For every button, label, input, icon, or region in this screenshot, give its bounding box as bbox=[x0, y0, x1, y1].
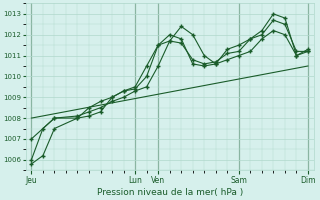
X-axis label: Pression niveau de la mer( hPa ): Pression niveau de la mer( hPa ) bbox=[97, 188, 243, 197]
